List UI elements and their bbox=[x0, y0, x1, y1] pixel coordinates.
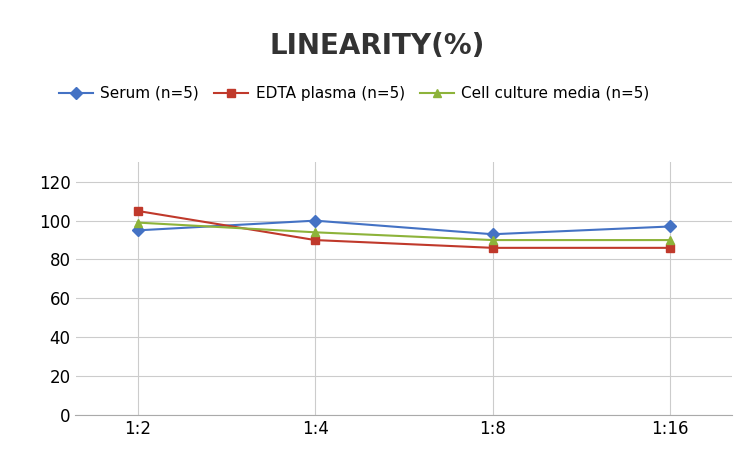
Serum (n=5) bbox=[310, 218, 319, 223]
Line: EDTA plasma (n=5): EDTA plasma (n=5) bbox=[134, 207, 674, 252]
Line: Serum (n=5): Serum (n=5) bbox=[134, 216, 674, 239]
Cell culture media (n=5) bbox=[666, 237, 675, 243]
EDTA plasma (n=5) bbox=[666, 245, 675, 251]
Line: Cell culture media (n=5): Cell culture media (n=5) bbox=[134, 218, 674, 244]
Serum (n=5) bbox=[488, 231, 498, 237]
EDTA plasma (n=5) bbox=[488, 245, 498, 251]
Cell culture media (n=5) bbox=[133, 220, 142, 226]
Serum (n=5) bbox=[133, 228, 142, 233]
EDTA plasma (n=5) bbox=[310, 237, 319, 243]
EDTA plasma (n=5) bbox=[133, 208, 142, 214]
Cell culture media (n=5) bbox=[488, 237, 498, 243]
Cell culture media (n=5) bbox=[310, 230, 319, 235]
Legend: Serum (n=5), EDTA plasma (n=5), Cell culture media (n=5): Serum (n=5), EDTA plasma (n=5), Cell cul… bbox=[53, 80, 655, 107]
Serum (n=5) bbox=[666, 224, 675, 229]
Text: LINEARITY(%): LINEARITY(%) bbox=[270, 32, 485, 60]
